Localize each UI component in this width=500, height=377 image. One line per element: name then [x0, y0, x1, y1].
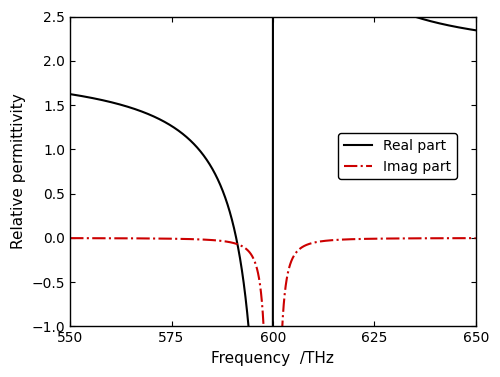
Real part	[67, 92, 73, 97]
Imag part	[67, 236, 73, 241]
Real part	[453, 25, 459, 29]
Y-axis label: Relative permittivity: Relative permittivity	[11, 93, 26, 250]
Imag part	[117, 236, 123, 241]
X-axis label: Frequency  /THz: Frequency /THz	[212, 351, 334, 366]
Imag part	[453, 236, 459, 241]
Imag part	[472, 236, 478, 241]
Imag part	[326, 238, 332, 243]
Real part	[117, 102, 123, 107]
Real part	[434, 21, 440, 25]
Real part	[472, 28, 478, 32]
Real part	[76, 93, 82, 98]
Imag part	[281, 301, 287, 306]
Imag part	[434, 236, 440, 241]
Legend: Real part, Imag part: Real part, Imag part	[338, 133, 456, 179]
Imag part	[76, 236, 82, 241]
Line: Imag part: Imag part	[70, 238, 476, 377]
Line: Real part: Real part	[70, 0, 476, 377]
